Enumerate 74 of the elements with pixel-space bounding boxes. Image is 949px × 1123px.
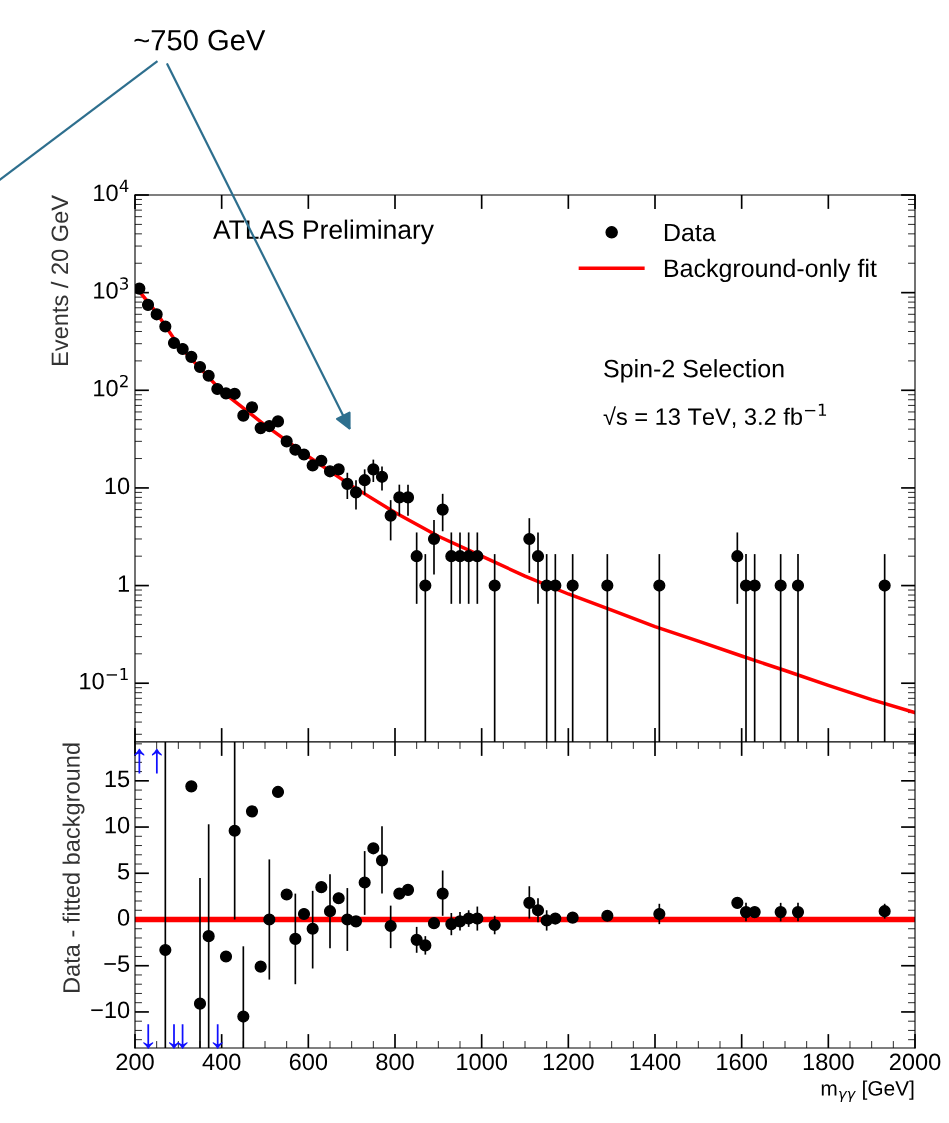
point: [401, 883, 415, 896]
point: [436, 887, 449, 900]
y-tick-label: 10: [105, 477, 130, 495]
y-tick-label: −5: [104, 955, 130, 973]
annotation: ↓: [177, 1024, 188, 1049]
y-axis-title: Events / 20 GeV: [50, 195, 69, 365]
x-tick-label: 600: [289, 1053, 328, 1071]
point: [332, 892, 345, 905]
point: [263, 913, 276, 926]
y-tick-label: 10: [105, 816, 130, 834]
point: [289, 932, 302, 945]
annotation: ↓: [169, 1024, 179, 1049]
y-tick-label: −10: [91, 1001, 130, 1019]
y-tick-label: 10$^{3}$: [94, 277, 129, 299]
annotation: ↑: [151, 748, 162, 774]
x-tick-label: 2000: [889, 1053, 941, 1071]
point: [185, 780, 198, 793]
text: ~750 GeV: [134, 29, 266, 51]
x-tick-label: 1000: [457, 1053, 508, 1071]
y-tick-label: 1: [118, 575, 129, 592]
x-tick-label: 400: [202, 1053, 241, 1071]
point: [237, 1010, 250, 1023]
point: [427, 917, 441, 930]
x-tick-label: 200: [116, 1053, 154, 1071]
x-tick-label: 800: [376, 1053, 414, 1071]
point: [367, 842, 380, 855]
y-tick-label: 10$^{2}$: [94, 374, 128, 397]
point: [419, 939, 432, 952]
annotation: ↓: [143, 1024, 154, 1049]
y-tick-label: 10$^{−1}$: [80, 668, 128, 690]
point: [549, 912, 562, 925]
point: [323, 905, 337, 918]
annotation: Spin-2 Selection: [604, 359, 784, 383]
point: [219, 950, 233, 963]
point: [601, 909, 614, 922]
point: [488, 918, 501, 932]
point: [254, 960, 267, 973]
point: [228, 824, 241, 837]
x-tick-label: 1400: [630, 1053, 681, 1071]
point: [791, 906, 805, 919]
legend-label: Background-only fit: [664, 258, 877, 283]
y-axis-title: Data - fitted background: [62, 743, 85, 993]
point: [349, 915, 363, 928]
point: [566, 911, 579, 924]
y-tick-label: 15: [105, 770, 130, 788]
point: [653, 907, 666, 921]
point: [202, 930, 215, 943]
point: [245, 805, 259, 818]
x-tick-label: 1200: [543, 1053, 594, 1071]
annotation: ↓: [212, 1024, 223, 1049]
point: [384, 919, 397, 933]
x-tick-label: 1600: [717, 1053, 768, 1071]
point: [193, 997, 207, 1010]
point: [306, 922, 319, 935]
y-tick-label: 0: [117, 909, 130, 926]
point: [358, 876, 371, 889]
point: [523, 896, 536, 909]
point: [531, 904, 545, 917]
point: [297, 907, 311, 921]
point: [375, 854, 389, 867]
x-tick-label: 1800: [803, 1053, 854, 1071]
point: [271, 785, 285, 798]
point: [731, 896, 744, 909]
point: [159, 943, 172, 957]
point: [410, 933, 423, 946]
point: [878, 905, 891, 918]
point: [280, 888, 293, 901]
point: [315, 881, 328, 894]
annotation: √s = 13 TeV, 3.2 fb$^{−1}$: [603, 403, 827, 428]
legend-label: Data: [664, 223, 716, 242]
y-tick-label: 10$^{4}$: [94, 179, 129, 202]
y-tick-label: 5: [117, 863, 130, 880]
point: [774, 906, 787, 919]
x-axis-title: m$_{γγ}$ [GeV]: [821, 1080, 914, 1102]
